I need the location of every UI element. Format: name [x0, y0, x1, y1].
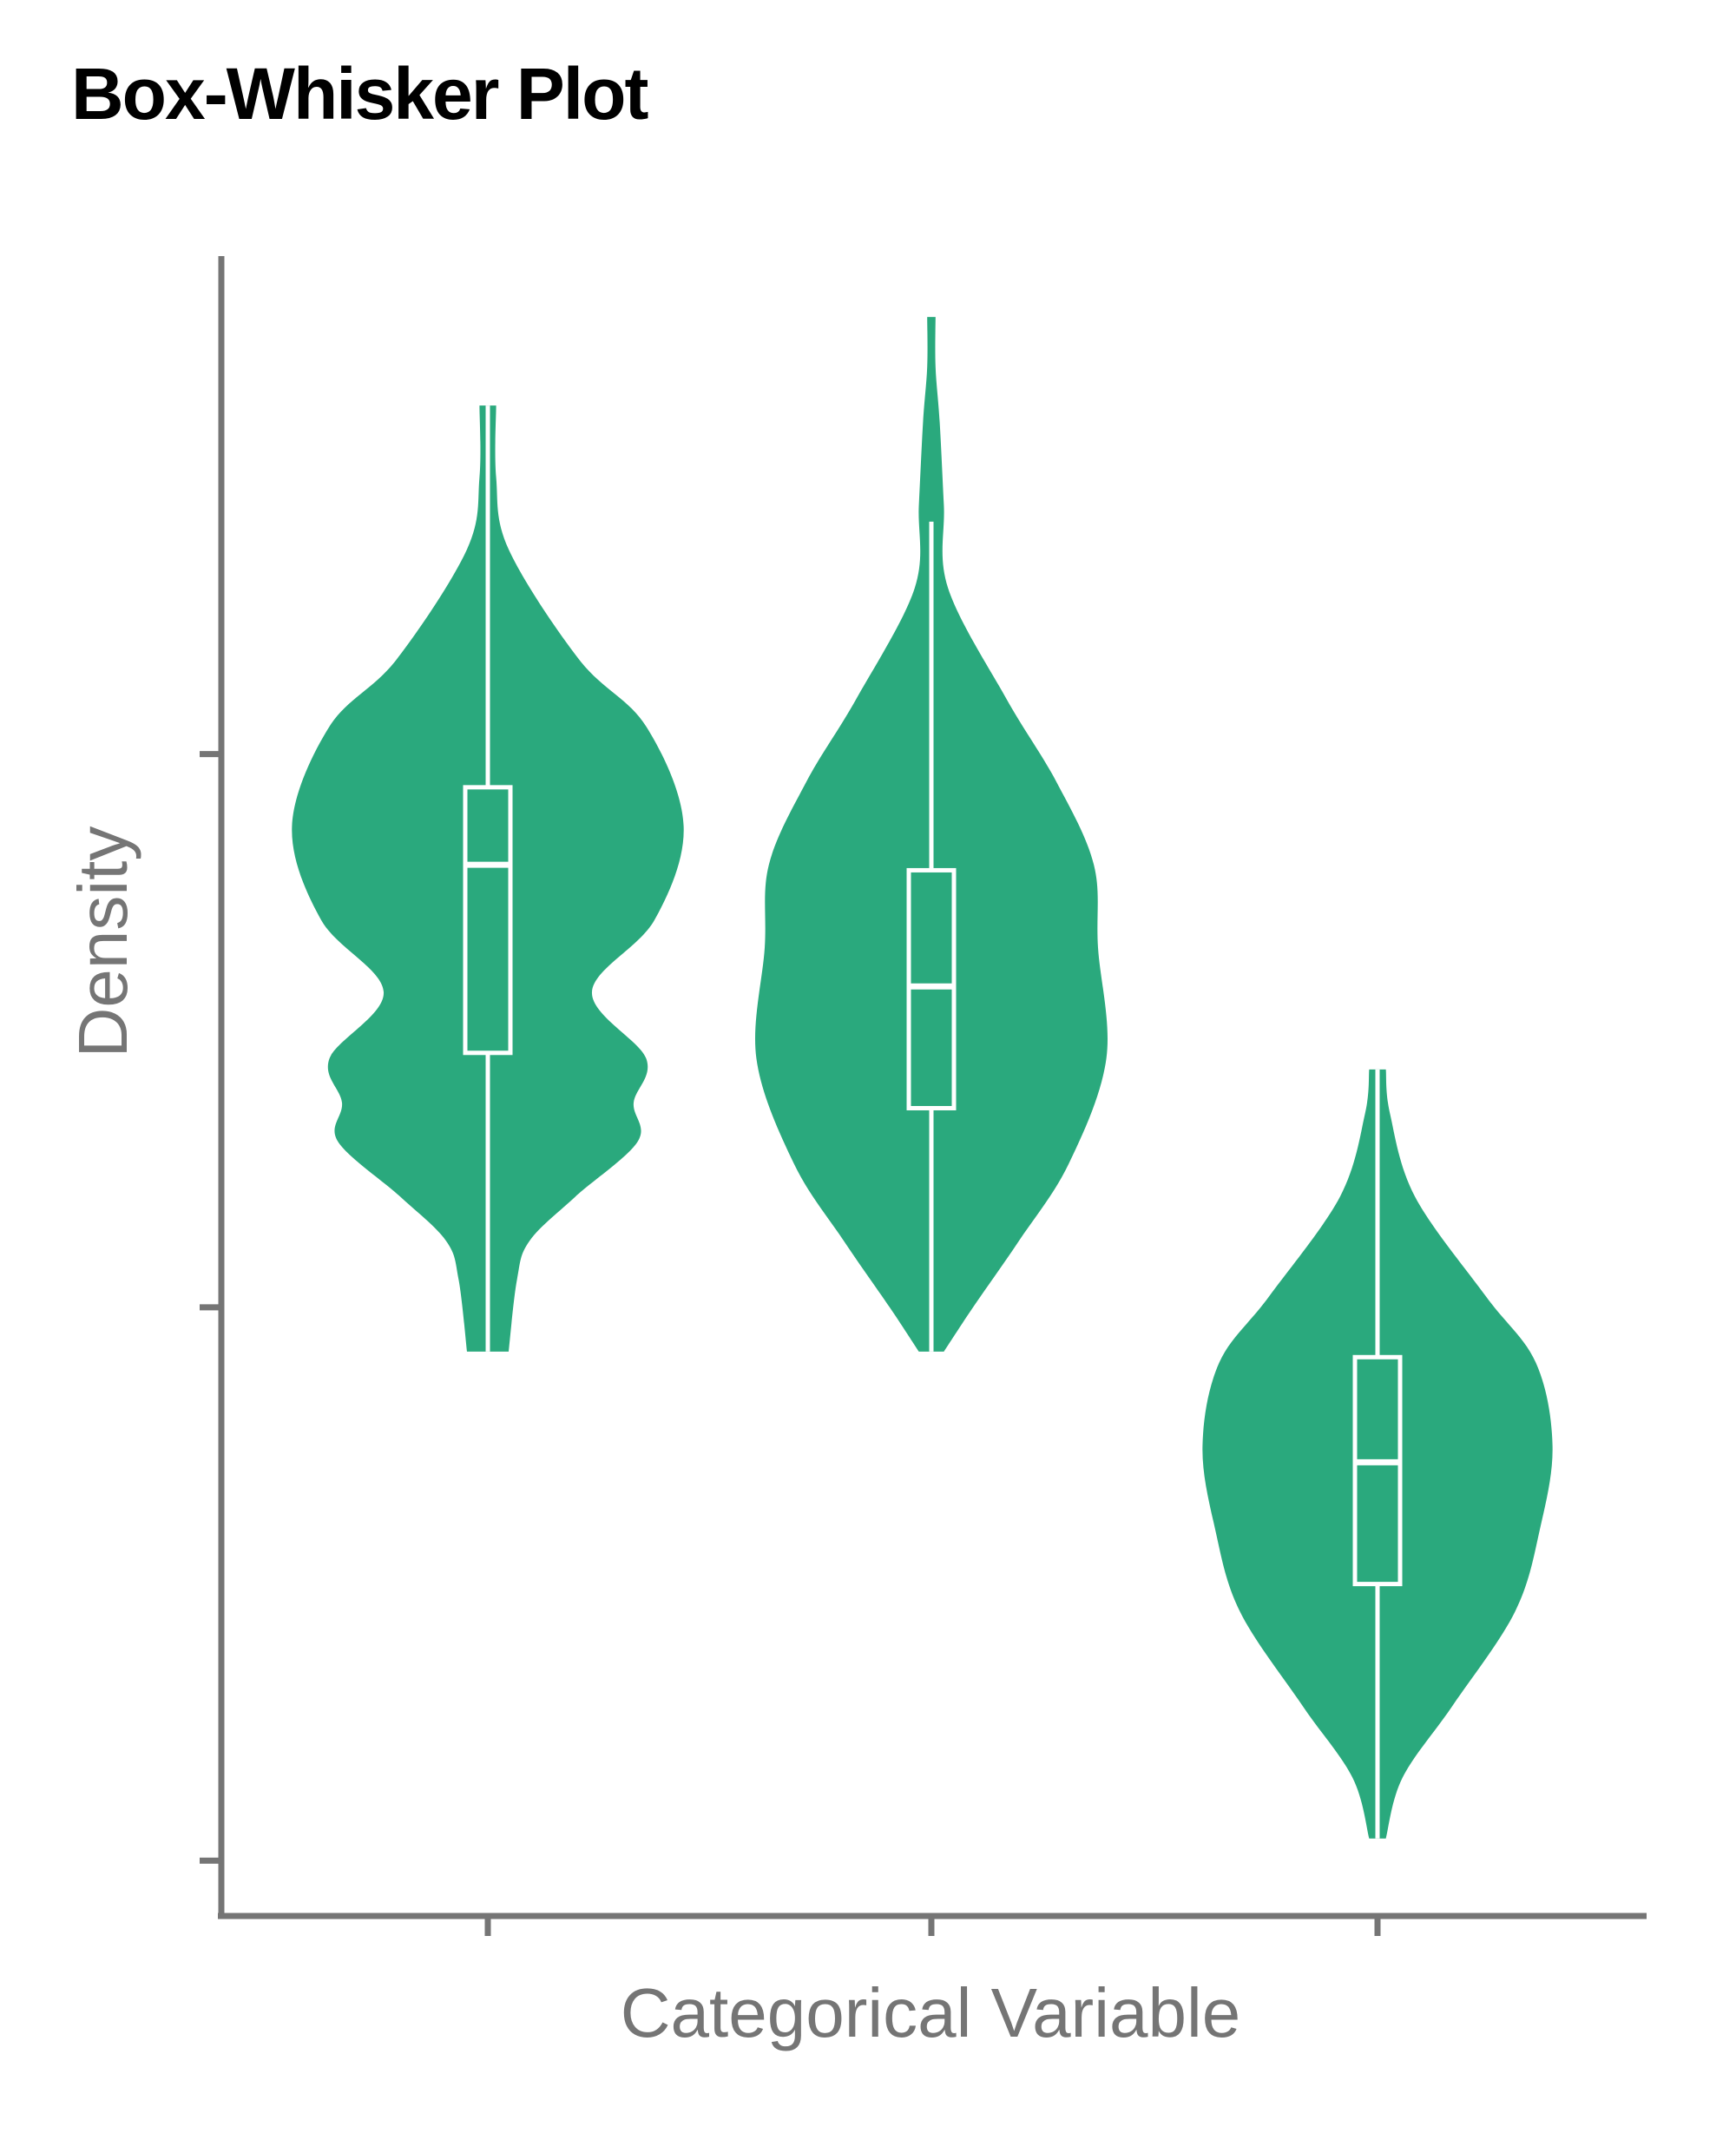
- box-3: [1352, 1354, 1403, 1587]
- axes-layer: [200, 256, 1647, 1936]
- x-axis-label: Categorical Variable: [621, 1974, 1240, 2051]
- chart-title: Box-Whisker Plot: [71, 53, 648, 135]
- violin-1: [292, 405, 684, 1352]
- violins-layer: [292, 317, 1553, 1839]
- y-axis-label: Density: [64, 826, 141, 1058]
- violin-3: [1202, 1069, 1553, 1839]
- box-1: [463, 785, 513, 1056]
